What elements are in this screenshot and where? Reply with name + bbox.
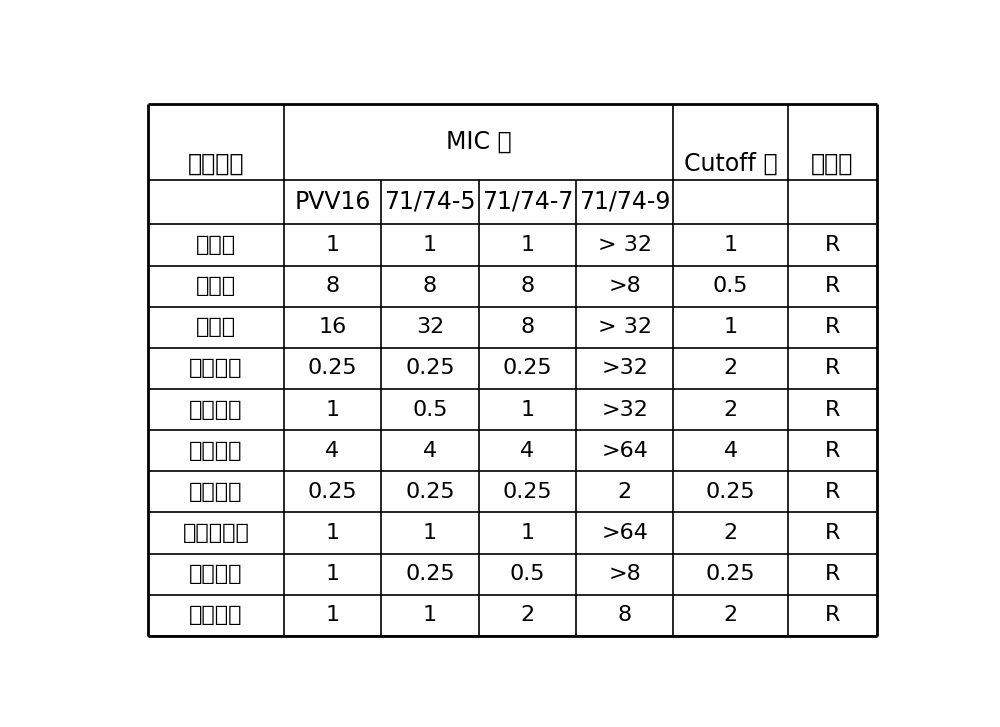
Text: 1: 1 <box>325 523 340 543</box>
Text: > 32: > 32 <box>598 317 652 337</box>
Text: 卷曲霉素: 卷曲霉素 <box>189 441 243 461</box>
Text: 0.25: 0.25 <box>308 358 357 378</box>
Text: 2: 2 <box>724 606 738 625</box>
Text: > 32: > 32 <box>598 235 652 255</box>
Text: 0.25: 0.25 <box>405 564 455 584</box>
Text: 链霉素: 链霉素 <box>196 235 236 255</box>
Text: 71/74-5: 71/74-5 <box>384 190 476 214</box>
Text: >64: >64 <box>601 523 648 543</box>
Text: 1: 1 <box>724 235 738 255</box>
Text: >64: >64 <box>601 441 648 461</box>
Text: 1: 1 <box>325 400 340 419</box>
Text: 1: 1 <box>423 235 437 255</box>
Text: 0.25: 0.25 <box>405 482 455 502</box>
Text: 利福平: 利福平 <box>196 317 236 337</box>
Text: 1: 1 <box>520 235 534 255</box>
Text: R: R <box>825 276 840 296</box>
Text: Cutoff 值: Cutoff 值 <box>684 152 777 176</box>
Text: R: R <box>825 606 840 625</box>
Text: 2: 2 <box>724 400 738 419</box>
Text: MIC 值: MIC 值 <box>446 130 511 154</box>
Text: R: R <box>825 358 840 378</box>
Text: >32: >32 <box>601 358 648 378</box>
Text: 1: 1 <box>423 606 437 625</box>
Text: 0.25: 0.25 <box>503 358 552 378</box>
Text: 8: 8 <box>325 276 340 296</box>
Text: R: R <box>825 441 840 461</box>
Text: 2: 2 <box>520 606 534 625</box>
Text: 异烟肼: 异烟肼 <box>196 276 236 296</box>
Text: 16: 16 <box>318 317 347 337</box>
Text: R: R <box>825 317 840 337</box>
Text: 0.25: 0.25 <box>706 482 755 502</box>
Text: 敏感性: 敏感性 <box>811 152 853 176</box>
Text: R: R <box>825 235 840 255</box>
Text: 4: 4 <box>325 441 340 461</box>
Text: 8: 8 <box>423 276 437 296</box>
Text: >8: >8 <box>608 276 641 296</box>
Text: 4: 4 <box>724 441 738 461</box>
Text: R: R <box>825 482 840 502</box>
Text: 1: 1 <box>325 606 340 625</box>
Text: 4: 4 <box>520 441 534 461</box>
Text: 药物名称: 药物名称 <box>188 152 244 176</box>
Text: 71/74-9: 71/74-9 <box>579 190 670 214</box>
Text: 0.25: 0.25 <box>706 564 755 584</box>
Text: 2: 2 <box>618 482 632 502</box>
Text: 8: 8 <box>618 606 632 625</box>
Text: R: R <box>825 564 840 584</box>
Text: 1: 1 <box>520 400 534 419</box>
Text: 1: 1 <box>520 523 534 543</box>
Text: 0.5: 0.5 <box>412 400 448 419</box>
Text: 利福布汀: 利福布汀 <box>189 564 243 584</box>
Text: 乙胺丁醇: 乙胺丁醇 <box>189 358 243 378</box>
Text: 4: 4 <box>423 441 437 461</box>
Text: 妥布霉素: 妥布霉素 <box>189 606 243 625</box>
Text: R: R <box>825 400 840 419</box>
Text: 利奈唑胺: 利奈唑胺 <box>189 482 243 502</box>
Text: 0.25: 0.25 <box>308 482 357 502</box>
Text: 71/74-7: 71/74-7 <box>482 190 573 214</box>
Text: 头孢西丁钓: 头孢西丁钓 <box>183 523 249 543</box>
Text: 0.5: 0.5 <box>510 564 545 584</box>
Text: 0.5: 0.5 <box>713 276 748 296</box>
Text: 2: 2 <box>724 358 738 378</box>
Text: 阿米卡星: 阿米卡星 <box>189 400 243 419</box>
Text: >8: >8 <box>608 564 641 584</box>
Text: 8: 8 <box>520 317 534 337</box>
Text: PVV16: PVV16 <box>294 190 371 214</box>
Text: 0.25: 0.25 <box>405 358 455 378</box>
Text: 1: 1 <box>325 564 340 584</box>
Text: 1: 1 <box>423 523 437 543</box>
Text: 32: 32 <box>416 317 444 337</box>
Text: >32: >32 <box>601 400 648 419</box>
Text: 1: 1 <box>724 317 738 337</box>
Text: 8: 8 <box>520 276 534 296</box>
Text: 0.25: 0.25 <box>503 482 552 502</box>
Text: 1: 1 <box>325 235 340 255</box>
Text: 2: 2 <box>724 523 738 543</box>
Text: R: R <box>825 523 840 543</box>
